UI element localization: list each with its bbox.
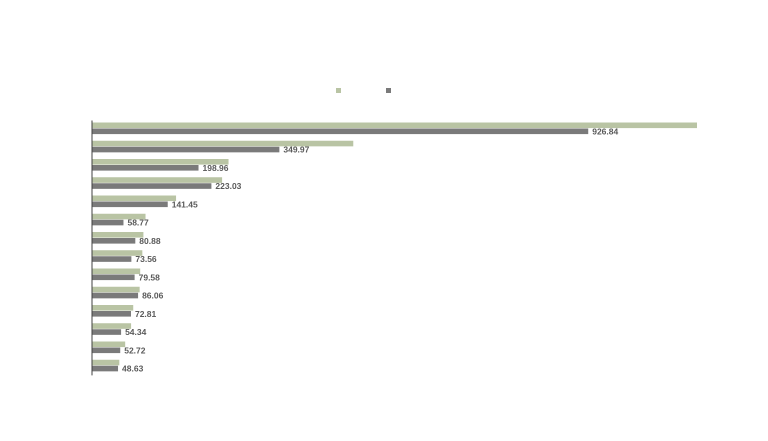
bar-series-a-9 — [92, 268, 141, 275]
data-label-2: 349.97 — [283, 145, 309, 155]
bar-series-b-14 — [92, 365, 119, 372]
legend-swatch-series-b — [386, 88, 391, 93]
data-label-5: 141.45 — [172, 199, 198, 209]
bar-series-a-5 — [92, 195, 177, 202]
bar-series-b-4 — [92, 183, 212, 189]
bar-series-a-3 — [92, 159, 229, 165]
bar-series-a-2 — [92, 140, 354, 147]
bar-series-a-1 — [92, 122, 697, 129]
bar-series-b-6 — [92, 219, 124, 226]
legend-swatch-series-a — [336, 88, 341, 93]
bar-series-b-12 — [92, 329, 122, 335]
bar-series-b-1 — [92, 128, 589, 135]
bar-series-a-6 — [92, 213, 146, 220]
data-label-12: 54.34 — [125, 327, 147, 337]
bar-series-b-2 — [92, 146, 280, 153]
data-label-9: 79.58 — [139, 272, 161, 282]
data-label-3: 198.96 — [203, 163, 229, 173]
bar-series-a-14 — [92, 359, 120, 366]
bar-series-a-12 — [92, 323, 132, 329]
bar-series-b-10 — [92, 292, 139, 299]
bar-group — [92, 122, 697, 372]
bar-series-b-11 — [92, 311, 131, 317]
data-label-4: 223.03 — [215, 181, 241, 191]
data-label-13: 52.72 — [124, 345, 146, 355]
bar-series-a-7 — [92, 232, 144, 238]
bar-series-b-8 — [92, 256, 132, 262]
bar-series-a-8 — [92, 250, 143, 256]
data-label-11: 72.81 — [135, 309, 157, 319]
bar-series-a-13 — [92, 341, 126, 348]
data-label-group: 926.84 349.97 198.96 223.03 141.45 58.77 80.88… — [122, 126, 618, 373]
bar-series-a-11 — [92, 305, 134, 311]
bar-series-b-7 — [92, 238, 136, 244]
bar-series-b-5 — [92, 201, 168, 208]
data-label-10: 86.06 — [142, 291, 164, 301]
data-label-1: 926.84 — [592, 126, 618, 136]
data-label-8: 73.56 — [135, 254, 157, 264]
bar-series-b-13 — [92, 347, 121, 354]
data-label-7: 80.88 — [139, 236, 161, 246]
bar-series-b-9 — [92, 274, 135, 281]
data-label-6: 58.77 — [127, 218, 149, 228]
data-label-14: 48.63 — [122, 364, 144, 374]
bar-series-a-10 — [92, 286, 140, 293]
bar-series-a-4 — [92, 177, 223, 183]
bar-series-b-3 — [92, 165, 199, 171]
